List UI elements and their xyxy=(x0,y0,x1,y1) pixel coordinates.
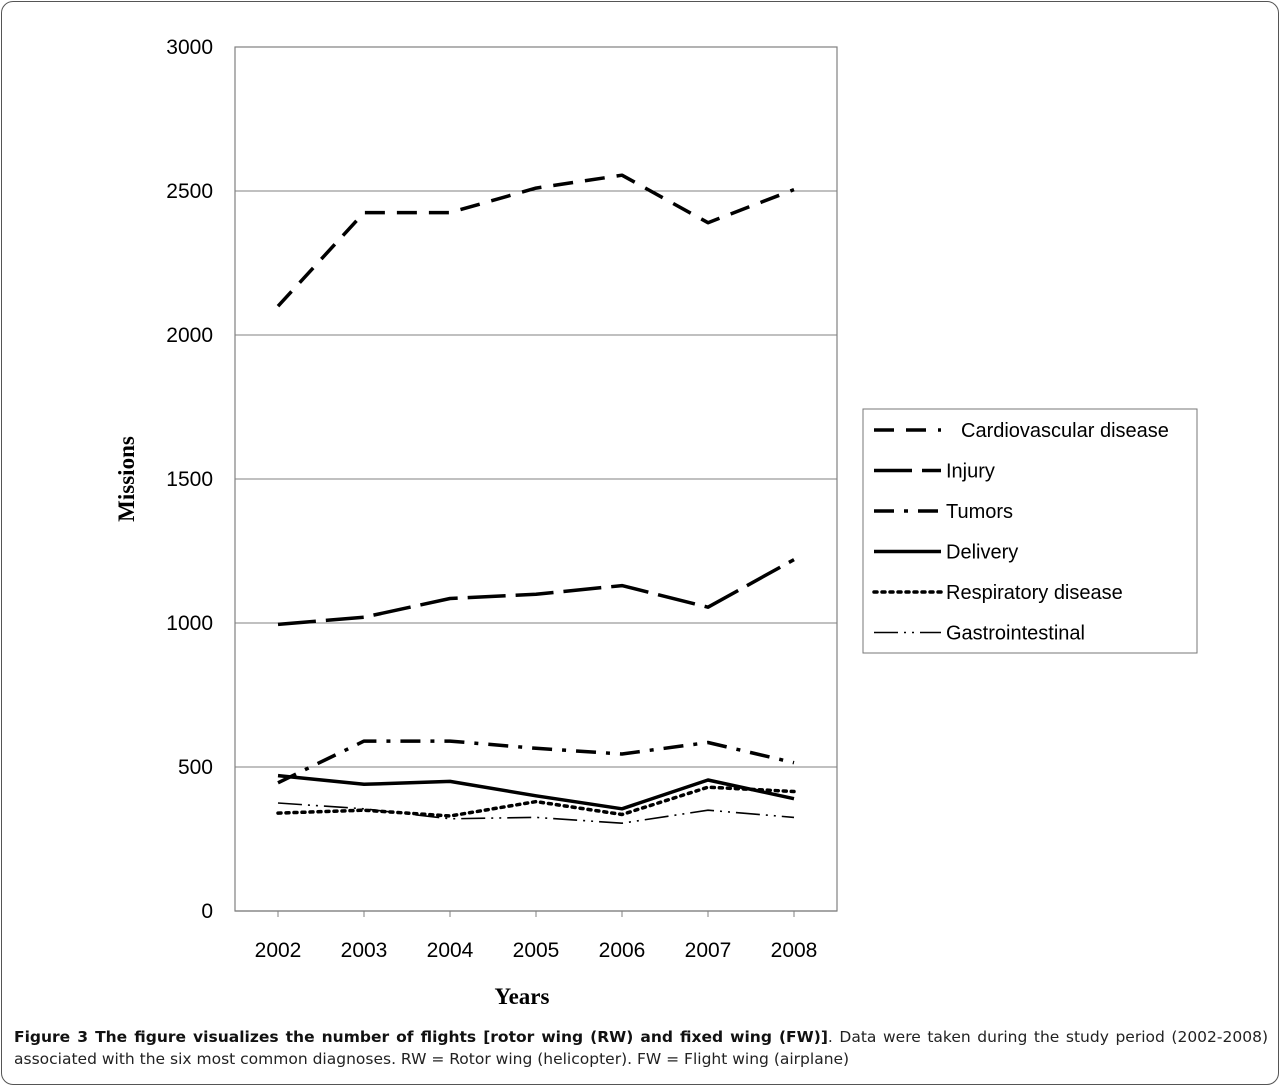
series-line-delivery xyxy=(277,773,795,811)
legend-label: Cardiovascular disease xyxy=(961,420,1169,442)
y-tick-label: 2000 xyxy=(166,324,213,347)
legend-label: Injury xyxy=(946,461,995,483)
legend-label: Tumors xyxy=(946,501,1013,523)
series-line-respiratory-disease xyxy=(276,785,796,818)
x-tick-label: 2005 xyxy=(513,939,560,962)
legend: Cardiovascular disease Injury Tumors Delive… xyxy=(862,408,1198,654)
y-tick-labels: 0 500 1000 1500 2000 2500 3000 xyxy=(166,36,213,923)
y-tick-label: 2500 xyxy=(166,180,213,203)
series-line-gastrointestinal xyxy=(277,802,795,825)
figure-caption: Figure 3 The figure visualizes the numbe… xyxy=(14,1026,1268,1070)
y-tick-label: 1500 xyxy=(166,468,213,491)
caption-text: . Data were taken during the study perio… xyxy=(14,1028,1268,1068)
x-tick-label: 2006 xyxy=(599,939,646,962)
y-axis-title: Missions xyxy=(114,436,139,522)
series-layer xyxy=(276,173,796,825)
x-tick-label: 2002 xyxy=(255,939,302,962)
legend-label: Respiratory disease xyxy=(946,582,1123,604)
x-tick-labels: 2002 2003 2004 2005 2006 2007 2008 xyxy=(255,939,818,962)
x-tick-label: 2008 xyxy=(771,939,818,962)
series-line-tumors xyxy=(277,739,795,785)
y-tick-label: 1000 xyxy=(166,612,213,635)
legend-label: Gastrointestinal xyxy=(946,623,1085,645)
x-tick-label: 2007 xyxy=(685,939,732,962)
x-axis-title: Years xyxy=(495,984,550,1009)
x-tick-label: 2004 xyxy=(427,939,474,962)
legend-label: Delivery xyxy=(946,542,1018,564)
series-line-injury xyxy=(277,558,795,627)
y-tick-label: 3000 xyxy=(166,36,213,59)
y-tick-label: 0 xyxy=(201,900,213,923)
y-tick-label: 500 xyxy=(178,756,213,779)
legend-box xyxy=(862,408,1198,654)
legend-items: Cardiovascular disease Injury Tumors Delive… xyxy=(872,420,1169,645)
series-line-cardiovascular-disease xyxy=(276,173,795,308)
x-tick-label: 2003 xyxy=(341,939,388,962)
grid-layer xyxy=(234,46,838,917)
caption-label: Figure 3 The figure visualizes the numbe… xyxy=(14,1028,828,1046)
